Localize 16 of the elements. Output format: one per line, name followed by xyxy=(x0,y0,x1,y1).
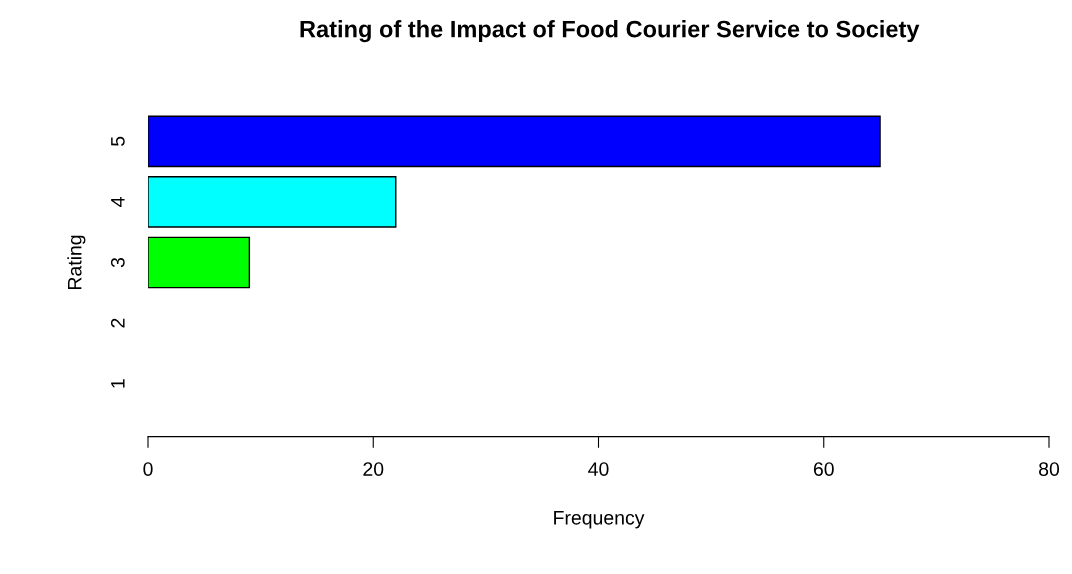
y-tick-label: 2 xyxy=(110,318,125,328)
bar xyxy=(148,236,251,289)
x-tick-label: 60 xyxy=(813,462,834,476)
y-tick-label: 5 xyxy=(111,136,125,146)
y-tick-label: 1 xyxy=(111,379,125,388)
chart-title: Rating of the Impact of Food Courier Service to Society xyxy=(300,20,920,43)
x-tick-label: 80 xyxy=(1039,462,1060,476)
y-axis-title: Rating xyxy=(67,235,86,290)
bar xyxy=(148,115,881,168)
y-tick-label: 3 xyxy=(110,257,125,268)
x-axis-title: Frequency xyxy=(554,511,645,529)
bar xyxy=(148,176,397,228)
y-tick-label: 4 xyxy=(111,197,125,207)
x-tick-label: 20 xyxy=(363,462,384,476)
x-tick-label: 0 xyxy=(143,462,153,476)
x-tick-label: 40 xyxy=(588,462,609,476)
